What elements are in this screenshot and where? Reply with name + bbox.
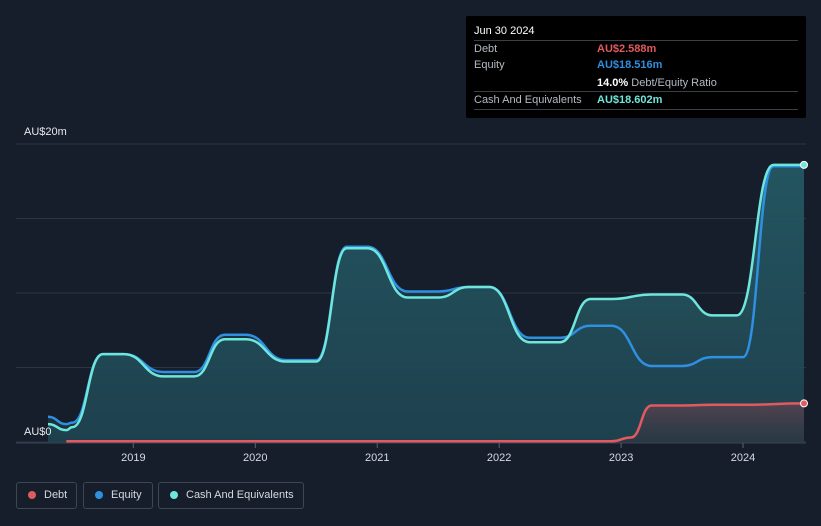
tooltip-ratio-label: Debt/Equity Ratio xyxy=(631,77,717,89)
equity-dot-icon xyxy=(95,491,103,499)
tooltip-equity-label: Equity xyxy=(474,59,505,71)
debt-dot-icon xyxy=(28,491,36,499)
legend-debt-label: Debt xyxy=(44,489,68,501)
tooltip-row-cash: Cash And Equivalents AU$18.602m xyxy=(474,91,798,109)
tooltip-cash-value: AU$18.602m xyxy=(597,94,663,106)
debt-area xyxy=(66,403,804,442)
tooltip-date: Jun 30 2024 xyxy=(474,25,535,37)
tooltip-equity-value: AU$18.516m xyxy=(597,59,663,71)
tooltip-row-debt: Debt AU$2.588m xyxy=(474,40,798,58)
cash-line xyxy=(47,163,804,432)
tooltip-debt-label: Debt xyxy=(474,43,498,55)
legend-equity-label: Equity xyxy=(111,489,142,501)
cash-dot-icon xyxy=(170,491,178,499)
y-axis-bottom-label: AU$0 xyxy=(24,426,52,438)
tooltip-ratio: 14.0% Debt/Equity Ratio xyxy=(597,77,717,89)
debt-end-marker[interactable] xyxy=(800,399,808,408)
legend-item-equity[interactable]: Equity xyxy=(83,482,153,509)
equity-area xyxy=(48,166,804,442)
x-tick-label-2019: 2019 xyxy=(121,452,145,464)
x-axis: 2019 2020 2021 2022 2023 2024 xyxy=(16,442,806,464)
legend-item-debt[interactable]: Debt xyxy=(16,482,77,509)
legend-item-cash[interactable]: Cash And Equivalents xyxy=(158,482,304,509)
x-tick-label-2023: 2023 xyxy=(609,452,633,464)
tooltip-row-equity: Equity AU$18.516m xyxy=(474,57,798,74)
x-tick-label-2021: 2021 xyxy=(365,452,389,464)
debt-line xyxy=(66,402,805,443)
cash-area xyxy=(48,164,804,442)
cash-end-marker[interactable] xyxy=(800,160,808,169)
tooltip-debt-value: AU$2.588m xyxy=(597,43,657,55)
y-axis-top-label: AU$20m xyxy=(24,126,67,138)
series-lines xyxy=(47,160,808,443)
equity-line xyxy=(47,165,804,426)
legend-cash-label: Cash And Equivalents xyxy=(186,489,294,501)
x-tick-label-2020: 2020 xyxy=(243,452,267,464)
x-tick-label-2024: 2024 xyxy=(731,452,755,464)
tooltip-panel: Jun 30 2024 Debt AU$2.588m Equity AU$18.… xyxy=(466,16,806,118)
series-areas xyxy=(48,164,804,442)
x-tick-label-2022: 2022 xyxy=(487,452,511,464)
tooltip-ratio-value: 14.0% xyxy=(597,77,629,89)
tooltip-cash-label: Cash And Equivalents xyxy=(474,94,582,106)
